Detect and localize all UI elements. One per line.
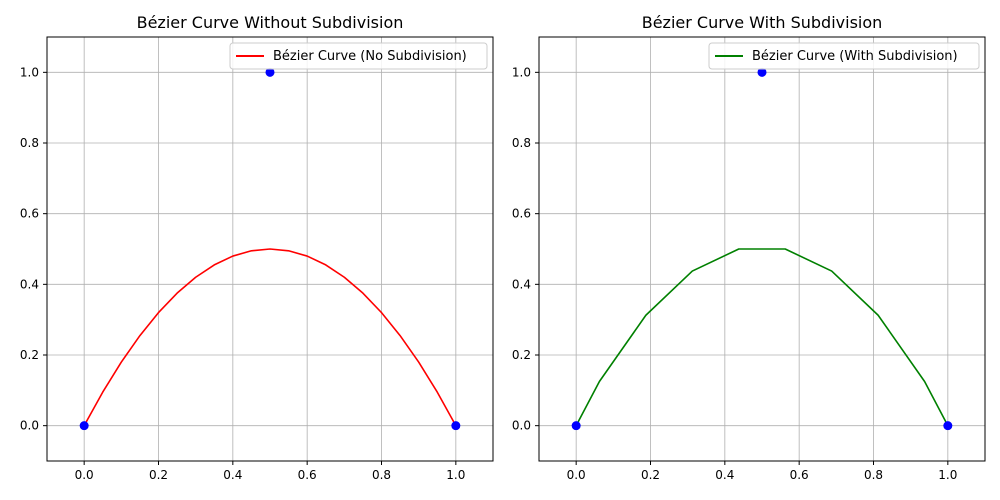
control-point-marker <box>265 67 275 77</box>
y-tick-label: 0.8 <box>512 136 531 150</box>
axis-ticks: 0.0 0.2 0.4 0.6 0.8 1.0 0.0 0.2 0.4 0.6 0.8 1.0 <box>20 65 465 482</box>
y-tick-label: 0.4 <box>20 277 39 291</box>
x-tick-label: 0.8 <box>372 468 391 482</box>
control-point-marker <box>757 67 767 77</box>
control-point-marker <box>79 421 89 431</box>
series-layer <box>83 248 457 427</box>
series-layer <box>575 248 949 427</box>
control-points <box>571 67 953 431</box>
control-point-marker <box>943 421 953 431</box>
chart-title: Bézier Curve With Subdivision <box>642 13 883 32</box>
axes-frame <box>46 36 494 462</box>
legend-box <box>708 42 980 70</box>
y-tick-label: 0.6 <box>20 207 39 221</box>
x-tick-label: 0.0 <box>567 468 586 482</box>
grid <box>539 37 985 461</box>
x-tick-label: 0.2 <box>149 468 168 482</box>
series-line <box>83 248 457 427</box>
chart-title: Bézier Curve Without Subdivision <box>137 13 404 32</box>
x-tick-label: 0.6 <box>298 468 317 482</box>
y-tick-label: 0.8 <box>20 136 39 150</box>
x-tick-label: 0.6 <box>790 468 809 482</box>
x-tick-label: 0.4 <box>715 468 734 482</box>
grid <box>47 37 493 461</box>
subplot-left: Bézier Curve Without Subdivision 0.0 0.2 0… <box>20 13 494 482</box>
axes-frame <box>538 36 986 462</box>
legend-label: Bézier Curve (With Subdivision) <box>752 49 958 64</box>
legend: Bézier Curve (No Subdivision) <box>229 42 488 70</box>
y-tick-label: 0.0 <box>512 419 531 433</box>
x-tick-label: 0.8 <box>864 468 883 482</box>
y-tick-label: 0.4 <box>512 277 531 291</box>
y-tick-label: 0.6 <box>512 207 531 221</box>
x-tick-label: 0.0 <box>75 468 94 482</box>
legend: Bézier Curve (With Subdivision) <box>708 42 980 70</box>
control-points <box>79 67 461 431</box>
y-tick-label: 0.0 <box>20 419 39 433</box>
x-tick-label: 0.4 <box>223 468 242 482</box>
subplot-right: Bézier Curve With Subdivision 0.0 0.2 0.4 0… <box>512 13 986 482</box>
y-tick-label: 0.2 <box>512 348 531 362</box>
y-tick-label: 0.2 <box>20 348 39 362</box>
x-tick-label: 1.0 <box>938 468 957 482</box>
y-tick-label: 1.0 <box>20 65 39 79</box>
control-point-marker <box>571 421 581 431</box>
legend-label: Bézier Curve (No Subdivision) <box>273 49 467 64</box>
series-line <box>575 248 949 427</box>
x-tick-label: 1.0 <box>446 468 465 482</box>
legend-box <box>229 42 488 70</box>
y-tick-label: 1.0 <box>512 65 531 79</box>
control-point-marker <box>451 421 461 431</box>
x-tick-label: 0.2 <box>641 468 660 482</box>
axis-ticks: 0.0 0.2 0.4 0.6 0.8 1.0 0.0 0.2 0.4 0.6 0.8 1.0 <box>512 65 957 482</box>
